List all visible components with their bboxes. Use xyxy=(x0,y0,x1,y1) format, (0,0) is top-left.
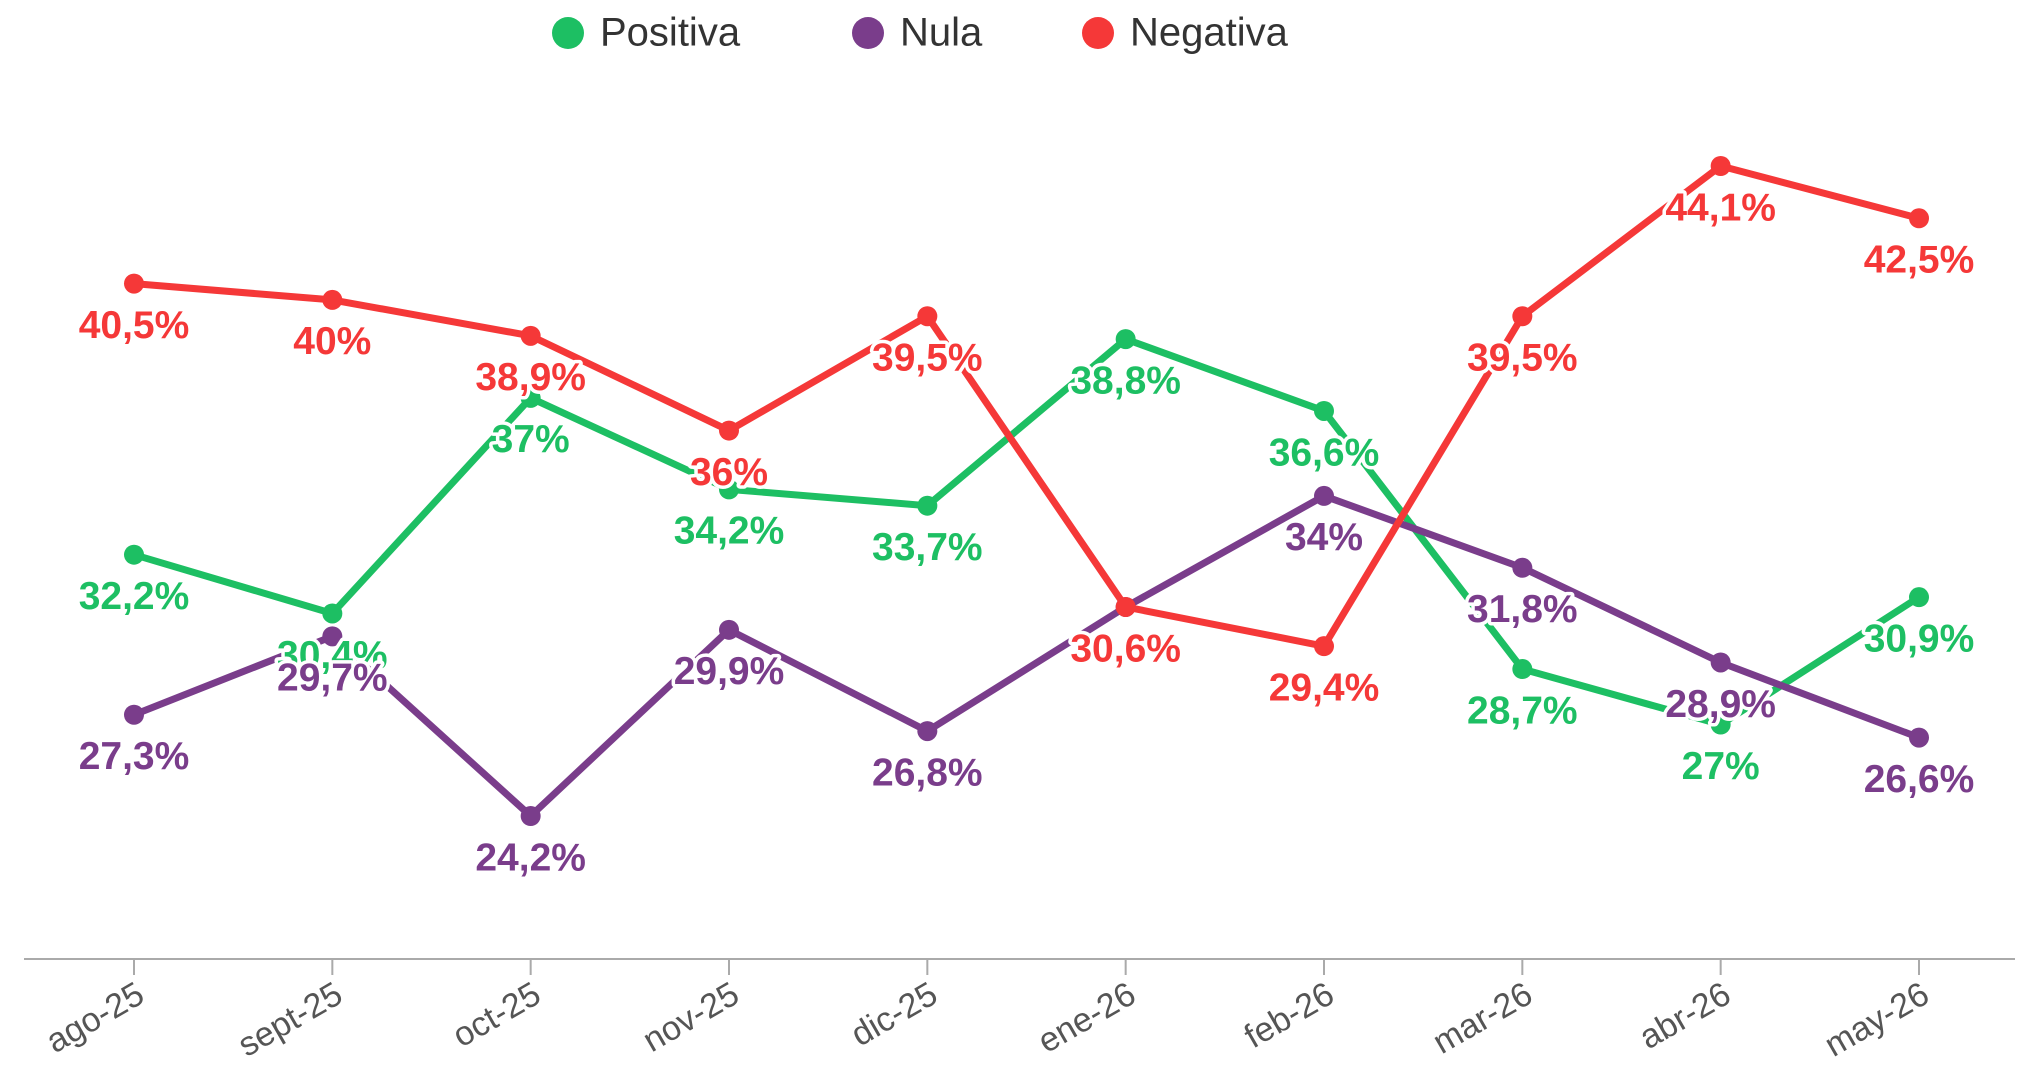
data-point xyxy=(124,273,144,294)
data-point xyxy=(124,544,144,565)
data-label: 28,9% xyxy=(1665,683,1776,726)
data-point xyxy=(719,619,739,640)
data-label: 34% xyxy=(1285,516,1363,559)
data-label: 40,5% xyxy=(79,304,190,347)
data-label: 26,8% xyxy=(872,751,983,794)
data-point xyxy=(719,420,739,441)
series-line xyxy=(133,335,1921,729)
data-label: 30,4% xyxy=(277,634,388,677)
data-label: 29,7% xyxy=(277,657,388,700)
data-label: 24,2% xyxy=(475,836,586,879)
legend-marker xyxy=(1082,17,1114,49)
data-label: 37% xyxy=(492,418,570,461)
x-tick-label: ago-25 xyxy=(40,975,151,1061)
x-tick-label: oct-25 xyxy=(446,975,547,1055)
data-point xyxy=(1512,557,1533,578)
data-label: 27% xyxy=(1682,745,1760,788)
x-tick-label: mar-26 xyxy=(1427,975,1539,1062)
data-label: 31,8% xyxy=(1467,588,1578,631)
data-point xyxy=(520,806,541,826)
data-label: 30,6% xyxy=(1070,627,1181,670)
x-tick-label: sept-25 xyxy=(232,975,349,1065)
data-label: 39,5% xyxy=(872,337,983,380)
data-label: 42,5% xyxy=(1864,239,1975,282)
data-point xyxy=(719,479,739,500)
data-point xyxy=(917,721,938,742)
data-point xyxy=(1314,485,1334,506)
data-label: 27,3% xyxy=(79,735,190,778)
data-point xyxy=(1710,652,1731,673)
data-point xyxy=(1909,208,1929,229)
x-tick-label: nov-25 xyxy=(636,975,745,1060)
data-label: 29,9% xyxy=(674,650,785,693)
data-point xyxy=(1314,400,1334,421)
series-line xyxy=(132,492,1921,820)
data-point xyxy=(322,603,343,624)
data-point xyxy=(1710,156,1731,176)
data-point xyxy=(1909,727,1929,748)
data-point xyxy=(1314,636,1334,657)
data-label: 29,4% xyxy=(1269,666,1380,709)
legend-label: Positiva xyxy=(600,11,741,55)
x-tick-label: abr-26 xyxy=(1633,975,1737,1057)
legend-label: Negativa xyxy=(1130,11,1289,55)
data-point xyxy=(1710,714,1731,735)
data-label: 39,5% xyxy=(1467,337,1578,380)
x-tick-label: feb-26 xyxy=(1238,975,1340,1056)
data-label: 34,2% xyxy=(674,510,785,553)
data-point xyxy=(1512,659,1533,680)
data-point xyxy=(1115,596,1136,617)
data-point xyxy=(520,325,541,346)
legend-marker xyxy=(552,17,584,49)
data-label: 38,8% xyxy=(1070,359,1181,402)
data-point xyxy=(1115,329,1136,350)
data-point xyxy=(917,306,938,327)
data-point xyxy=(917,495,938,516)
data-label: 33,7% xyxy=(872,526,983,569)
data-label: 26,6% xyxy=(1864,758,1975,801)
data-point xyxy=(520,387,541,408)
x-tick-label: ene-26 xyxy=(1031,975,1142,1061)
data-label: 28,7% xyxy=(1467,689,1578,732)
data-point xyxy=(322,289,343,310)
data-point xyxy=(1512,306,1533,327)
series-line xyxy=(133,162,1920,650)
data-label: 40% xyxy=(293,320,371,363)
data-label: 38,9% xyxy=(475,356,586,399)
data-label: 36% xyxy=(690,451,768,494)
data-label: 32,2% xyxy=(79,575,190,618)
data-point xyxy=(124,704,144,725)
data-label: 30,9% xyxy=(1864,617,1975,660)
x-tick-label: may-26 xyxy=(1818,975,1935,1065)
x-tick-label: dic-25 xyxy=(845,975,944,1054)
data-label: 36,6% xyxy=(1269,431,1380,474)
data-point xyxy=(1909,587,1929,608)
legend-marker xyxy=(852,17,884,49)
data-point xyxy=(322,626,343,647)
data-label: 44,1% xyxy=(1665,186,1776,229)
legend-label: Nula xyxy=(900,11,983,55)
